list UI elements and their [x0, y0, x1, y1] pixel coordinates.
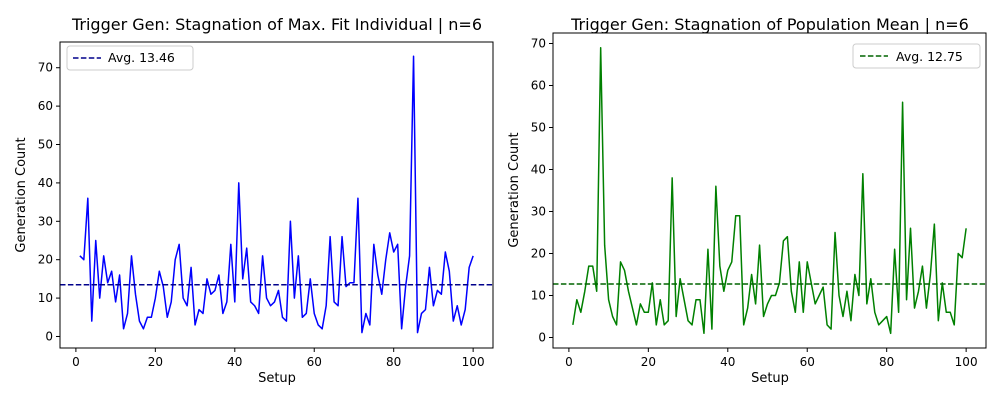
data-series-line [79, 55, 474, 334]
y-tick-label: 60 [531, 79, 546, 93]
y-tick-label: 70 [38, 61, 53, 75]
plot-frame [552, 32, 987, 349]
data-series-line [572, 46, 967, 335]
legend-label: Avg. 12.75 [896, 49, 963, 64]
x-tick-label: 80 [879, 355, 894, 369]
y-tick-label: 20 [38, 253, 53, 267]
y-tick-label: 40 [531, 163, 546, 177]
legend-label: Avg. 13.46 [108, 50, 175, 65]
x-tick-label: 0 [72, 355, 80, 369]
chart-title: Trigger Gen: Stagnation of Population Me… [570, 15, 969, 34]
x-tick-label: 40 [720, 355, 735, 369]
y-tick-label: 30 [531, 205, 546, 219]
x-tick-label: 60 [800, 355, 815, 369]
x-axis-label: Setup [751, 371, 789, 386]
x-tick-label: 20 [148, 355, 163, 369]
y-axis-label: Generation Count [507, 132, 522, 247]
x-tick-label: 0 [565, 355, 573, 369]
y-tick-label: 0 [45, 329, 53, 343]
x-tick-label: 80 [386, 355, 401, 369]
y-tick-label: 20 [531, 247, 546, 261]
y-tick-label: 0 [538, 331, 546, 345]
legend: Avg. 12.75 [852, 43, 981, 69]
plot-frame [59, 41, 494, 349]
chart-panel-max-fit: Trigger Gen: Stagnation of Max. Fit Indi… [14, 15, 494, 386]
y-tick-label: 60 [38, 99, 53, 113]
x-tick-label: 100 [955, 355, 978, 369]
y-tick-label: 50 [531, 121, 546, 135]
chart-panel-population-mean: Trigger Gen: Stagnation of Population Me… [507, 15, 987, 386]
y-tick-label: 30 [38, 214, 53, 228]
legend: Avg. 13.46 [66, 45, 194, 71]
x-tick-label: 40 [227, 355, 242, 369]
chart-title: Trigger Gen: Stagnation of Max. Fit Indi… [71, 15, 482, 34]
y-tick-label: 50 [38, 138, 53, 152]
legend-box [66, 45, 194, 71]
y-tick-label: 40 [38, 176, 53, 190]
x-tick-label: 60 [307, 355, 322, 369]
legend-box [852, 43, 981, 69]
y-axis-label: Generation Count [14, 137, 29, 252]
x-tick-label: 100 [462, 355, 485, 369]
x-axis-label: Setup [258, 371, 296, 386]
x-tick-label: 20 [641, 355, 656, 369]
y-tick-label: 10 [531, 289, 546, 303]
y-tick-label: 70 [531, 37, 546, 51]
y-tick-label: 10 [38, 291, 53, 305]
